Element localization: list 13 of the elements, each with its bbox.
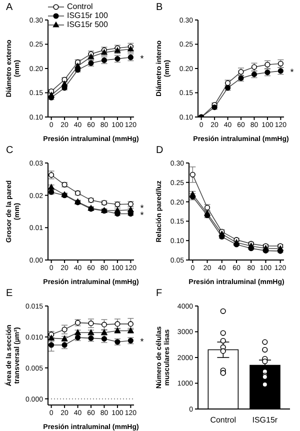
chart-title: E [6, 288, 13, 299]
text: * [140, 53, 144, 64]
text: * [140, 336, 144, 347]
chart-title: C [6, 145, 14, 156]
x-tick-label: ISG15r [252, 416, 278, 425]
chart-title: D [156, 145, 164, 156]
legend-label: Control [67, 2, 93, 11]
legend-label: ISG15r 100 [67, 11, 108, 20]
chart-title: F [156, 288, 162, 299]
text: * [290, 66, 294, 77]
legend-label: ISG15r 500 [67, 20, 108, 29]
chart-title: A [6, 2, 13, 13]
chart-title: B [156, 2, 163, 13]
